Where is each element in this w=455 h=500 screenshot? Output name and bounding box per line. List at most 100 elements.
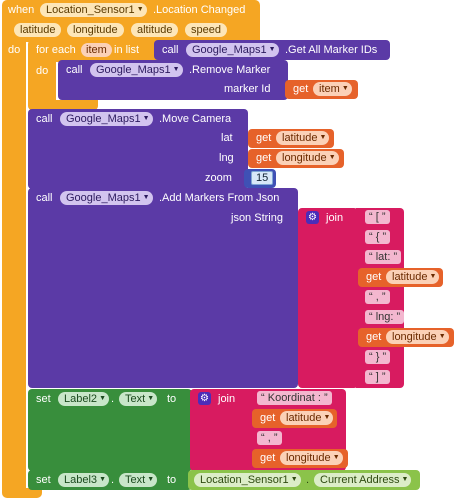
get-longitude-var-dropdown[interactable]: longitude ▼ [276,151,339,165]
json-string-close-bracket-text: ] [375,371,379,383]
dropdown-arrow-icon: ▼ [438,333,446,340]
get-latitude-get-label: get [256,132,272,144]
json-join-label: join [326,212,344,224]
remove-marker-method: .Remove Marker [189,64,271,76]
get-item-var-dropdown[interactable]: item ▼ [313,82,352,96]
json-string-close-bracket[interactable]: “ ] ” [365,370,390,384]
move-camera-method: .Move Camera [159,113,232,125]
dropdown-arrow-icon: ▼ [401,476,409,483]
dropdown-arrow-icon: ▼ [99,395,107,402]
event-when-label: when [8,4,35,16]
get-all-component-name: Google_Maps1 [192,44,267,56]
move-camera-zoom-label: zoom [205,172,232,184]
dropdown-arrow-icon: ▼ [142,115,150,122]
set-label3-dot: . [111,474,115,486]
label2-get-latitude-get-label: get [260,412,276,424]
get-all-call-label: call [162,44,179,56]
get-latitude-var-dropdown[interactable]: latitude ▼ [276,131,330,145]
json-get-latitude-var-dropdown[interactable]: latitude ▼ [386,270,440,284]
zoom-value-field[interactable]: 15 [251,171,274,185]
json-string-open-brace-text: { [375,231,380,243]
join-mutator-gear-icon[interactable]: ⚙ [306,211,319,224]
label2-string-comma-text: , [267,432,271,444]
event-do-label: do [8,44,21,56]
set-label2-set-label: set [36,393,51,405]
get-longitude-var-name: longitude [282,152,327,164]
remove-marker-component-name: Google_Maps1 [96,64,171,76]
current-address-prop-name: Current Address [320,474,400,486]
add-markers-block[interactable] [28,188,298,388]
set-label2-prop-dropdown[interactable]: Text ▼ [119,392,158,406]
move-camera-call-label: call [36,113,53,125]
dropdown-arrow-icon: ▼ [290,476,298,483]
event-bottom-cap [2,488,42,498]
add-markers-json-label: json String [231,212,283,224]
json-get-longitude-var-dropdown[interactable]: longitude ▼ [386,330,449,344]
json-join-block[interactable] [298,208,358,388]
for-each-in-list-label: in list [114,44,140,56]
set-label2-block[interactable] [28,389,192,471]
for-each-label: for each [36,44,76,56]
event-name: .Location Changed [153,4,246,16]
event-body-bar [2,40,26,492]
json-get-longitude-get-label: get [366,331,382,343]
move-camera-lat-label: lat [221,132,233,144]
current-address-component-dropdown[interactable]: Location_Sensor1 ▼ [194,473,301,487]
set-label3-component-dropdown[interactable]: Label3 ▼ [58,473,110,487]
label2-get-latitude-var-dropdown[interactable]: latitude ▼ [280,411,334,425]
label2-join-label: join [218,393,236,405]
json-string-comma[interactable]: “ , ” [365,290,390,304]
set-label3-prop-dropdown[interactable]: Text ▼ [119,473,158,487]
remove-marker-arg-label: marker Id [224,83,271,95]
for-each-var[interactable]: item [81,43,112,57]
for-each-bottom-cap [28,100,98,110]
label2-string-comma[interactable]: “ , ” [257,431,282,445]
set-label2-component-name: Label2 [64,393,98,405]
dropdown-arrow-icon: ▼ [429,273,437,280]
json-string-lat-key[interactable]: “ lat: ” [365,250,402,264]
dropdown-arrow-icon: ▼ [268,46,276,53]
label2-get-longitude-var-dropdown[interactable]: longitude ▼ [280,451,343,465]
json-string-comma-text: , [375,291,379,303]
json-string-open-bracket[interactable]: “ [ ” [365,210,390,224]
dropdown-arrow-icon: ▼ [328,154,336,161]
add-markers-method: .Add Markers From Json [159,192,280,204]
get-item-var-name: item [319,83,340,95]
dropdown-arrow-icon: ▼ [142,194,150,201]
current-address-dot: . [306,474,310,486]
current-address-component-name: Location_Sensor1 [200,474,289,486]
json-get-longitude-var-name: longitude [392,331,437,343]
json-string-lat-key-text: lat: [375,251,391,263]
label2-join-mutator-gear-icon[interactable]: ⚙ [198,392,211,405]
for-each-body-bar [28,60,56,106]
event-param-latitude[interactable]: latitude [14,23,62,37]
event-param-longitude[interactable]: longitude [67,23,124,37]
json-string-close-brace[interactable]: “ } ” [365,350,391,364]
add-markers-component-dropdown[interactable]: Google_Maps1 ▼ [60,191,153,205]
get-latitude-var-name: latitude [282,132,318,144]
dropdown-arrow-icon: ▼ [147,476,155,483]
set-label3-prop-name: Text [125,474,146,486]
dropdown-arrow-icon: ▼ [136,6,144,13]
json-string-open-brace[interactable]: “ { ” [365,230,391,244]
set-label2-dot: . [111,393,115,405]
event-component-dropdown[interactable]: Location_Sensor1 ▼ [40,3,147,17]
json-string-lng-key[interactable]: “ lng: ” [365,310,405,324]
event-param-speed[interactable]: speed [185,23,227,37]
label2-string-koordinat[interactable]: “ Koordinat : ” [257,391,332,405]
label2-string-koordinat-text: Koordinat : [267,392,324,404]
remove-marker-component-dropdown[interactable]: Google_Maps1 ▼ [90,63,183,77]
dropdown-arrow-icon: ▼ [341,85,349,92]
set-label3-component-name: Label3 [64,474,98,486]
label2-get-longitude-get-label: get [260,452,276,464]
json-string-close-brace-text: } [375,351,380,363]
label2-get-latitude-var-name: latitude [286,412,322,424]
current-address-prop-dropdown[interactable]: Current Address ▼ [314,473,412,487]
dropdown-arrow-icon: ▼ [319,134,327,141]
dropdown-arrow-icon: ▼ [332,454,340,461]
remove-marker-call-label: call [66,64,83,76]
move-camera-component-dropdown[interactable]: Google_Maps1 ▼ [60,112,153,126]
set-label2-component-dropdown[interactable]: Label2 ▼ [58,392,110,406]
get-all-component-dropdown[interactable]: Google_Maps1 ▼ [186,43,279,57]
event-param-altitude[interactable]: altitude [131,23,179,37]
